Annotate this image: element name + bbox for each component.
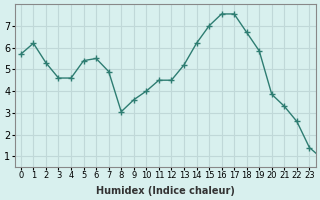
X-axis label: Humidex (Indice chaleur): Humidex (Indice chaleur): [96, 186, 235, 196]
